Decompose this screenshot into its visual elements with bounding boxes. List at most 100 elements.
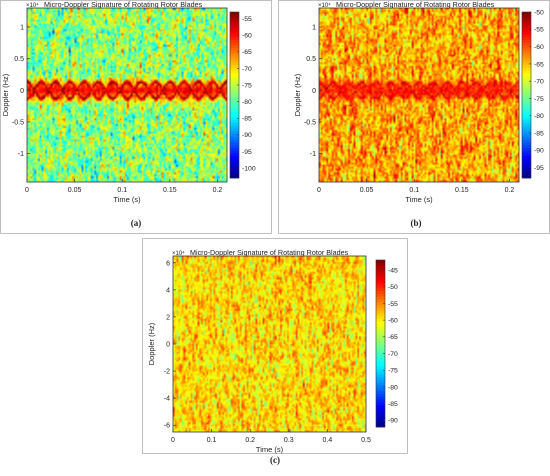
- colorbar-tick-label: -90: [388, 418, 398, 425]
- colorbar-swatch: [522, 42, 531, 46]
- colorbar-tick-label: -75: [534, 96, 544, 103]
- colorbar-swatch: [522, 14, 531, 18]
- colorbar-swatch: [376, 307, 385, 311]
- colorbar-swatch: [376, 265, 385, 269]
- colorbar-tick-label: -90: [534, 148, 544, 155]
- colorbar-swatch: [230, 122, 239, 126]
- x-tick-label: 0.1: [207, 437, 217, 444]
- colorbar-tick-label: -55: [534, 27, 544, 34]
- colorbar-swatch: [230, 50, 239, 54]
- colorbar-tick-label: -80: [534, 113, 544, 120]
- colorbar-swatch: [376, 318, 385, 322]
- colorbar-tick-label: -65: [388, 334, 398, 341]
- colorbar-swatch: [376, 329, 385, 333]
- colorbar-swatch: [230, 25, 239, 29]
- colorbar-swatch: [522, 144, 531, 148]
- colorbar-swatch: [376, 271, 385, 275]
- colorbar-swatch: [522, 150, 531, 154]
- colorbar-tick-label: -60: [534, 44, 544, 51]
- colorbar-tick-label: -80: [242, 99, 252, 106]
- colorbar-swatch: [230, 39, 239, 43]
- colorbar-swatch: [522, 111, 531, 115]
- colorbar-tick-label: -70: [534, 79, 544, 86]
- heatmap-cells: [173, 256, 366, 432]
- colorbar-tick-label: -45: [388, 267, 398, 274]
- colorbar-swatch: [376, 385, 385, 389]
- colorbar-swatch: [376, 362, 385, 367]
- panel-1: 0 0.05 0.1 0.15 0.2 -1 -0.5 0 0.5 1 ×10⁴ Micro-Dopp…: [278, 0, 550, 234]
- colorbar-swatch: [376, 321, 385, 325]
- x-tick-label: 0: [317, 187, 321, 194]
- y-exponent: ×10⁴: [318, 2, 331, 9]
- colorbar-swatch: [230, 114, 239, 118]
- colorbar-swatch: [522, 158, 531, 162]
- colorbar-tick-label: -70: [242, 66, 252, 73]
- colorbar-swatch: [230, 61, 239, 65]
- colorbar-swatch: [522, 169, 531, 173]
- colorbar-swatch: [230, 70, 239, 74]
- colorbar-swatch: [522, 45, 531, 49]
- colorbar-swatch: [376, 413, 385, 417]
- colorbar-tick-label: -80: [388, 384, 398, 391]
- colorbar-swatch: [376, 357, 385, 361]
- colorbar-swatch: [376, 349, 385, 353]
- colorbar-swatch: [230, 64, 239, 68]
- colorbar-swatch: [230, 117, 239, 121]
- colorbar-swatch: [230, 144, 239, 148]
- colorbar-swatch: [522, 100, 531, 104]
- colorbar-swatch: [230, 53, 239, 57]
- colorbar-swatch: [376, 312, 385, 317]
- x-tick-label: 0.2: [505, 187, 515, 194]
- colorbar-swatch: [230, 83, 239, 88]
- colorbar-swatch: [376, 337, 385, 342]
- y-tick-label: 2: [166, 314, 170, 321]
- colorbar-swatch: [376, 310, 385, 314]
- colorbar-swatch: [376, 368, 385, 372]
- colorbar-swatch: [230, 111, 239, 115]
- colorbar-swatch: [230, 78, 239, 82]
- colorbar-swatch: [230, 166, 239, 171]
- colorbar-swatch: [376, 396, 385, 400]
- colorbar-swatch: [376, 273, 385, 278]
- colorbar-swatch: [230, 119, 239, 124]
- colorbar-swatch: [522, 39, 531, 43]
- colorbar-swatch: [522, 117, 531, 121]
- colorbar-swatch: [376, 424, 385, 428]
- colorbar-swatch: [522, 86, 531, 90]
- colorbar-swatch: [376, 365, 385, 369]
- colorbar-swatch: [376, 315, 385, 319]
- colorbar-swatch: [230, 133, 239, 137]
- colorbar-swatch: [522, 161, 531, 165]
- colorbar-swatch: [522, 81, 531, 85]
- colorbar-swatch: [230, 161, 239, 165]
- colorbar-swatch: [522, 128, 531, 132]
- colorbar-swatch: [522, 142, 531, 146]
- colorbar-swatch: [230, 136, 239, 140]
- colorbar-swatch: [376, 326, 385, 330]
- colorbar-swatch: [522, 95, 531, 99]
- colorbar-tick-label: -95: [242, 149, 252, 156]
- colorbar-swatch: [376, 390, 385, 394]
- colorbar-swatch: [522, 72, 531, 77]
- colorbar-swatch: [522, 108, 531, 112]
- colorbar-swatch: [230, 72, 239, 77]
- colorbar-swatch: [522, 12, 531, 16]
- colorbar-tick-label: -85: [388, 401, 398, 408]
- y-tick-label: 0.5: [14, 56, 24, 63]
- colorbar-swatch: [522, 50, 531, 54]
- colorbar-swatch: [376, 407, 385, 411]
- colorbar-swatch: [230, 75, 239, 79]
- x-tick-label: 0.2: [213, 187, 223, 194]
- colorbar-tick-label: -65: [534, 61, 544, 68]
- colorbar-tick-label: -85: [534, 130, 544, 137]
- colorbar-swatch: [230, 106, 239, 110]
- colorbar-swatch: [376, 360, 385, 364]
- colorbar-swatch: [230, 89, 239, 93]
- colorbar-tick-label: -55: [242, 16, 252, 23]
- colorbar-swatch: [230, 142, 239, 146]
- colorbar-swatch: [376, 296, 385, 300]
- colorbar-swatch: [230, 14, 239, 18]
- colorbar-swatch: [230, 164, 239, 168]
- panel-caption: (a): [131, 218, 142, 228]
- colorbar-swatch: [376, 290, 385, 294]
